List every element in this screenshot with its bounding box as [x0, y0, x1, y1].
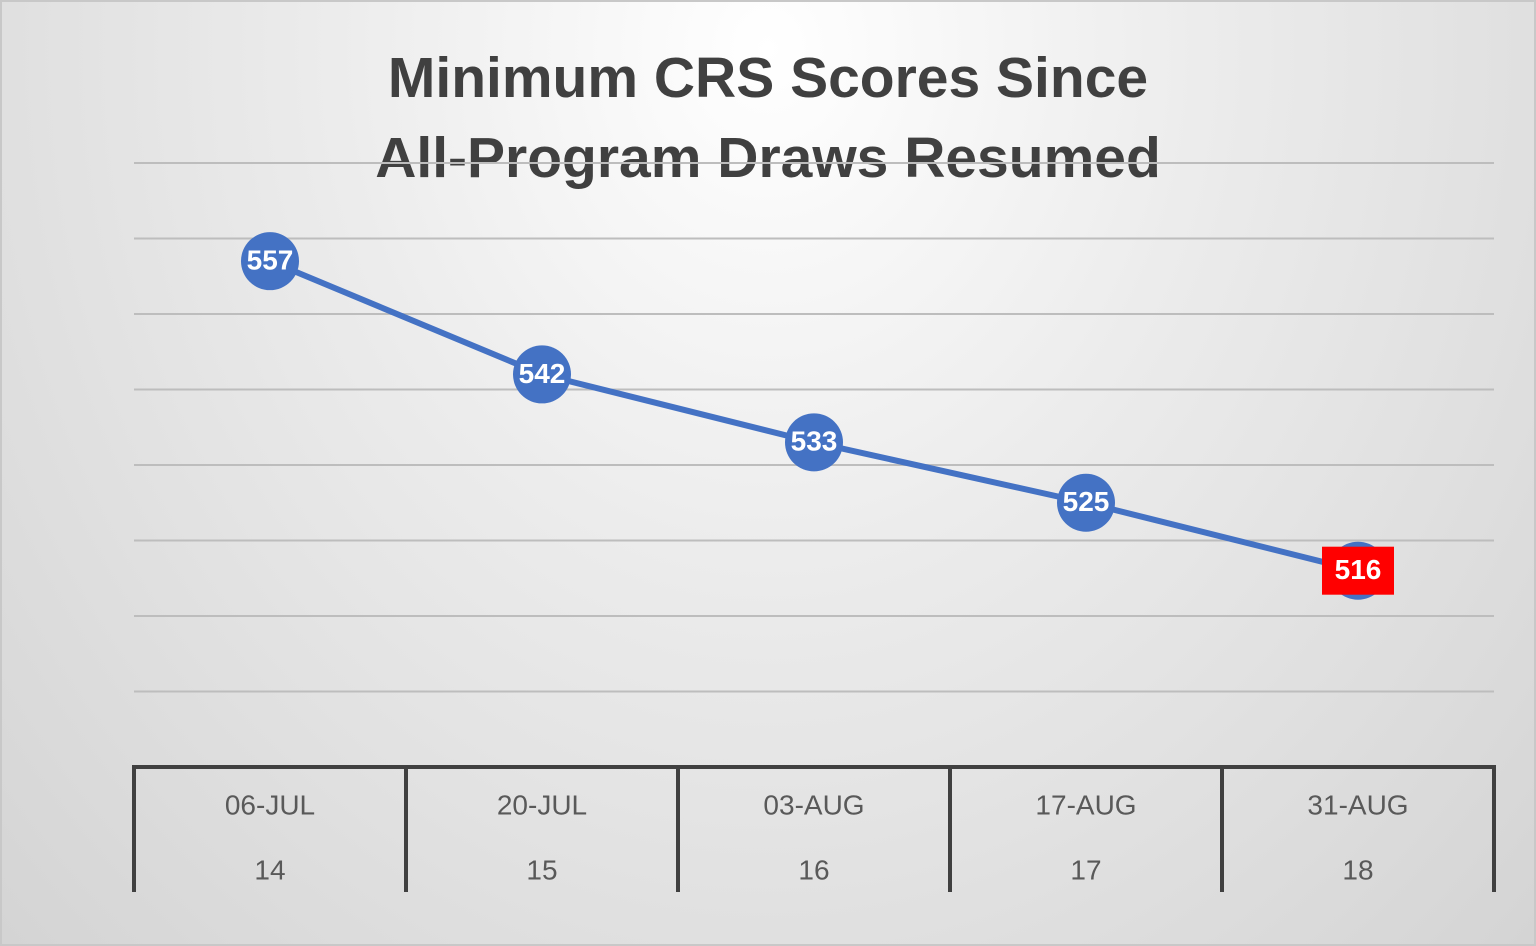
x-tick-label: 17-AUG	[1035, 789, 1136, 820]
draw-number: 17	[1070, 854, 1101, 885]
draw-number: 15	[526, 854, 557, 885]
x-tick-label: 31-AUG	[1307, 789, 1408, 820]
data-label: 525	[1063, 486, 1110, 517]
x-tick-label: 20-JUL	[497, 789, 587, 820]
data-label: 516	[1335, 554, 1382, 585]
data-label: 533	[791, 426, 838, 457]
x-tick-label: 06-JUL	[225, 789, 315, 820]
label-background	[1322, 546, 1394, 595]
data-label: 542	[519, 358, 566, 389]
marker	[785, 413, 843, 472]
x-tick-label: 03-AUG	[763, 789, 864, 820]
marker	[1057, 473, 1115, 532]
marker	[241, 232, 299, 291]
draw-number: 16	[798, 854, 829, 885]
draw-number: 14	[254, 854, 285, 885]
chart-title: Minimum CRS Scores Since All-Program Dra…	[375, 46, 1161, 190]
draw-number: 18	[1342, 854, 1373, 885]
marker	[513, 345, 571, 404]
data-label: 557	[247, 245, 294, 276]
